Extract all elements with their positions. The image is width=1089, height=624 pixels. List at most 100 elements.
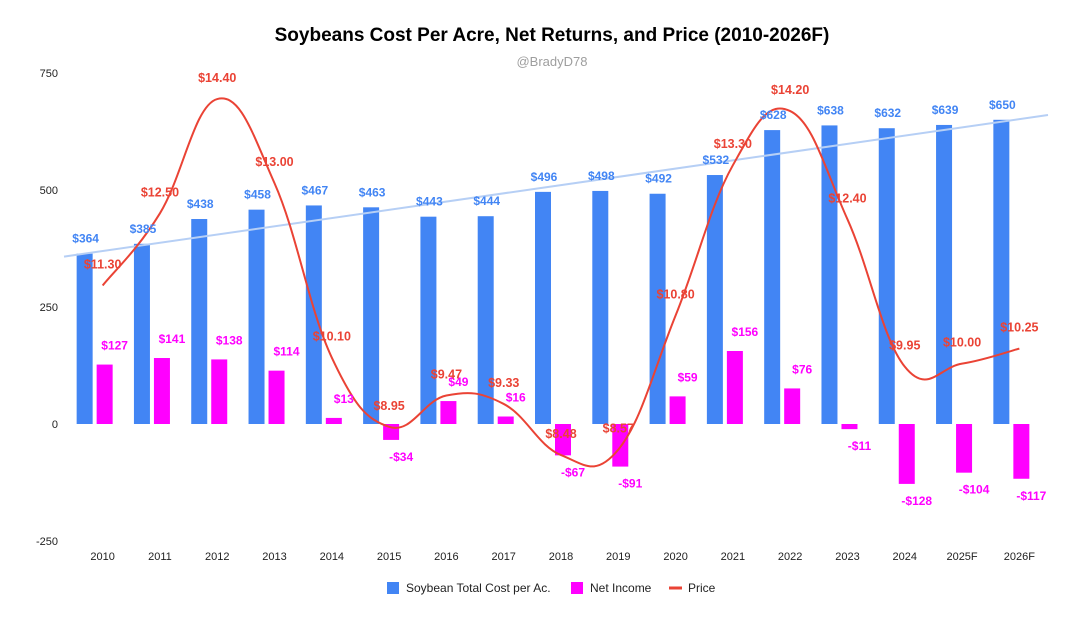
x-tick-label: 2018 [549, 551, 573, 563]
x-tick-label: 2013 [262, 551, 286, 563]
price-line-layer [101, 97, 1020, 468]
net-income-data-label: $49 [448, 375, 468, 389]
net-income-data-label: $138 [216, 333, 243, 347]
price-data-label: $13.30 [714, 137, 752, 151]
net-income-bar [96, 364, 113, 424]
price-data-label: $8.57 [603, 422, 634, 436]
x-tick-label: 2022 [778, 551, 802, 563]
legend: Soybean Total Cost per Ac. Net Income Pric… [387, 581, 716, 595]
x-tick-label: 2011 [148, 551, 172, 563]
net-income-data-label: $141 [159, 332, 186, 346]
price-data-label: $10.10 [313, 330, 351, 344]
y-tick-label: 250 [40, 302, 58, 314]
x-tick-label: 2017 [491, 551, 515, 563]
price-line [101, 97, 1020, 468]
x-tick-label: 2026F [1004, 551, 1035, 563]
cost-bar [248, 209, 265, 424]
net-income-bar [956, 424, 973, 473]
x-tick-label: 2019 [606, 551, 630, 563]
net-income-bar [325, 417, 342, 424]
legend-swatch [387, 582, 399, 594]
x-tick-label: 2025F [946, 551, 977, 563]
price-data-label: $14.40 [198, 71, 236, 85]
cost-data-label: $650 [989, 98, 1016, 112]
net-income-bar [555, 424, 571, 456]
x-tick-label: 2014 [320, 551, 344, 563]
legend-label: Net Income [590, 581, 652, 595]
price-data-label: $8.95 [373, 399, 404, 413]
x-tick-label: 2021 [721, 551, 745, 563]
net-income-bar [669, 396, 686, 424]
cost-bar [878, 128, 895, 424]
net-income-bar [784, 388, 801, 424]
legend-label: Soybean Total Cost per Ac. [406, 581, 551, 595]
cost-trendline [63, 114, 1049, 258]
net-income-bar [497, 416, 514, 424]
cost-data-label: $498 [588, 169, 615, 183]
y-tick-label: 500 [40, 185, 58, 197]
cost-data-label: $638 [817, 103, 844, 117]
net-income-data-label: -$91 [618, 477, 642, 491]
cost-bar [133, 243, 150, 424]
net-income-bar [612, 424, 629, 467]
cost-bar [76, 253, 93, 424]
net-income-data-label: -$128 [901, 494, 932, 508]
cost-data-label: $364 [72, 232, 99, 246]
x-tick-label: 2015 [377, 551, 401, 563]
net-income-data-label: $156 [732, 325, 759, 339]
cost-data-label: $458 [244, 188, 271, 202]
net-income-bar [1013, 424, 1030, 479]
net-income-data-label: $59 [678, 370, 698, 384]
legend-swatch [571, 582, 583, 594]
y-axis: -250 0 250 500 750 [36, 68, 58, 548]
x-tick-label: 2023 [835, 551, 859, 563]
x-tick-label: 2010 [90, 551, 114, 563]
cost-data-label: $632 [874, 106, 901, 120]
cost-bar [592, 190, 609, 424]
cost-data-label: $467 [301, 183, 328, 197]
x-tick-label: 2016 [434, 551, 458, 563]
price-data-label: $14.20 [771, 83, 809, 97]
data-labels-layer: $364 $127 $385 $141 $438 $138 $458 $114 $467 $13 $… [72, 71, 1046, 508]
cost-data-label: $443 [416, 195, 443, 209]
price-data-label: $12.40 [828, 191, 866, 205]
price-data-label: $10.00 [943, 336, 981, 350]
price-data-label: $9.95 [889, 339, 920, 353]
cost-data-label: $444 [473, 194, 500, 208]
net-income-data-label: -$67 [561, 465, 585, 479]
net-income-bar [440, 401, 457, 424]
price-data-label: $10.80 [656, 288, 694, 302]
cost-data-label: $628 [760, 108, 787, 122]
price-data-label: $9.33 [488, 376, 519, 390]
price-data-label: $10.25 [1000, 321, 1038, 335]
cost-data-label: $496 [531, 170, 558, 184]
net-income-bar [268, 370, 285, 424]
net-income-data-label: -$34 [389, 450, 413, 464]
chart-title: Soybeans Cost Per Acre, Net Returns, and… [275, 25, 830, 46]
price-data-label: $8.48 [545, 427, 576, 441]
net-income-bar [726, 350, 743, 424]
cost-bar [535, 191, 551, 424]
price-data-label: $13.00 [255, 155, 293, 169]
cost-data-label: $463 [359, 185, 386, 199]
net-income-data-label: -$117 [1016, 489, 1046, 503]
cost-bar [706, 175, 723, 424]
cost-bar [305, 205, 322, 424]
price-data-label: $12.50 [141, 185, 179, 199]
x-tick-label: 2020 [663, 551, 687, 563]
price-data-label: $11.30 [84, 257, 122, 271]
cost-bar [477, 216, 494, 424]
legend-label: Price [688, 581, 716, 595]
net-income-data-label: $127 [101, 339, 128, 353]
chart-subtitle: @BradyD78 [516, 54, 587, 69]
net-income-data-label: $13 [334, 392, 354, 406]
cost-bar [821, 125, 838, 424]
net-income-bar [211, 359, 228, 424]
cost-data-label: $492 [645, 172, 672, 186]
cost-bar [363, 207, 380, 424]
cost-bar [191, 219, 208, 424]
cost-data-label: $438 [187, 197, 214, 211]
cost-bar [936, 124, 953, 424]
cost-bar [764, 130, 781, 424]
x-axis: 2010 2011 2012 2013 2014 2015 2016 2017 2018 2019… [90, 551, 1035, 563]
